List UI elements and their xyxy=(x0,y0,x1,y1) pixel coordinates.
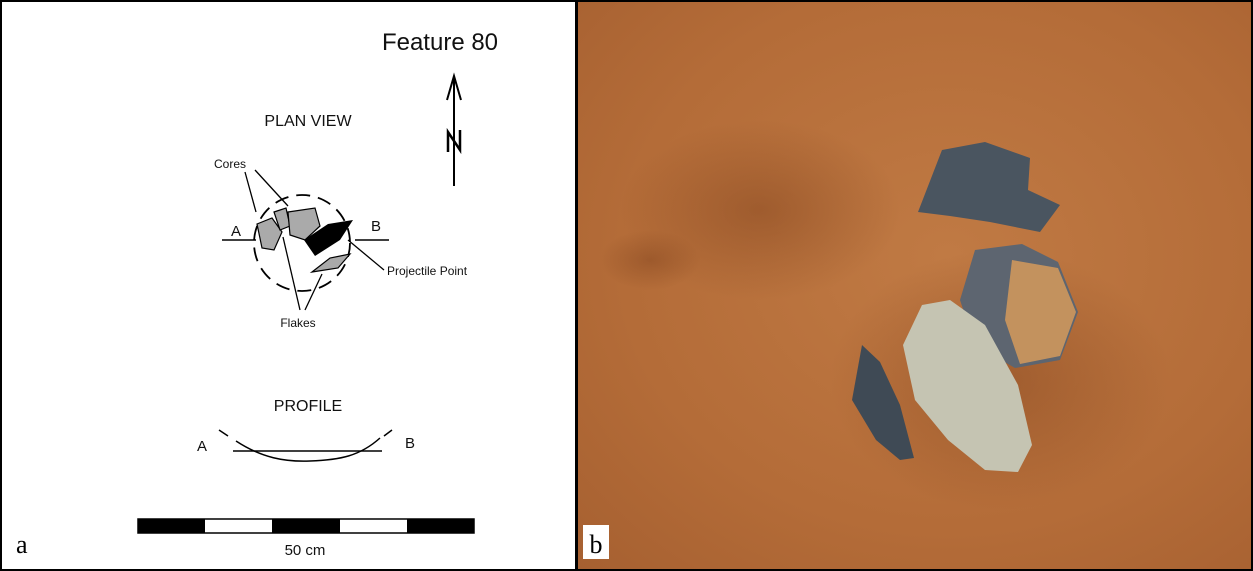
scale-label: 50 cm xyxy=(285,542,326,559)
profile-label: PROFILE xyxy=(274,398,342,415)
projectile-point-label: Projectile Point xyxy=(387,264,468,278)
soil-disturbance xyxy=(600,230,700,290)
scale-segment xyxy=(407,519,474,533)
panel-a-frame xyxy=(1,1,576,570)
profile-end-b: B xyxy=(405,435,415,452)
cores-label: Cores xyxy=(214,157,246,171)
plan-view-label: PLAN VIEW xyxy=(264,113,352,130)
section-end-b: B xyxy=(371,218,381,235)
panel-a: Feature 80 PLAN VIEW Cores A xyxy=(1,1,576,570)
panel-label: a xyxy=(16,530,28,559)
scale-segment xyxy=(138,519,205,533)
profile-end-a: A xyxy=(197,438,207,455)
feature-title: Feature 80 xyxy=(382,29,498,56)
panel-b: b xyxy=(577,1,1252,570)
scale-segment xyxy=(272,519,340,533)
section-end-a: A xyxy=(231,223,241,240)
scale-bar xyxy=(138,519,474,533)
flakes-label: Flakes xyxy=(280,316,315,330)
figure: Feature 80 PLAN VIEW Cores A xyxy=(0,0,1253,571)
panel-label: b xyxy=(590,530,603,559)
